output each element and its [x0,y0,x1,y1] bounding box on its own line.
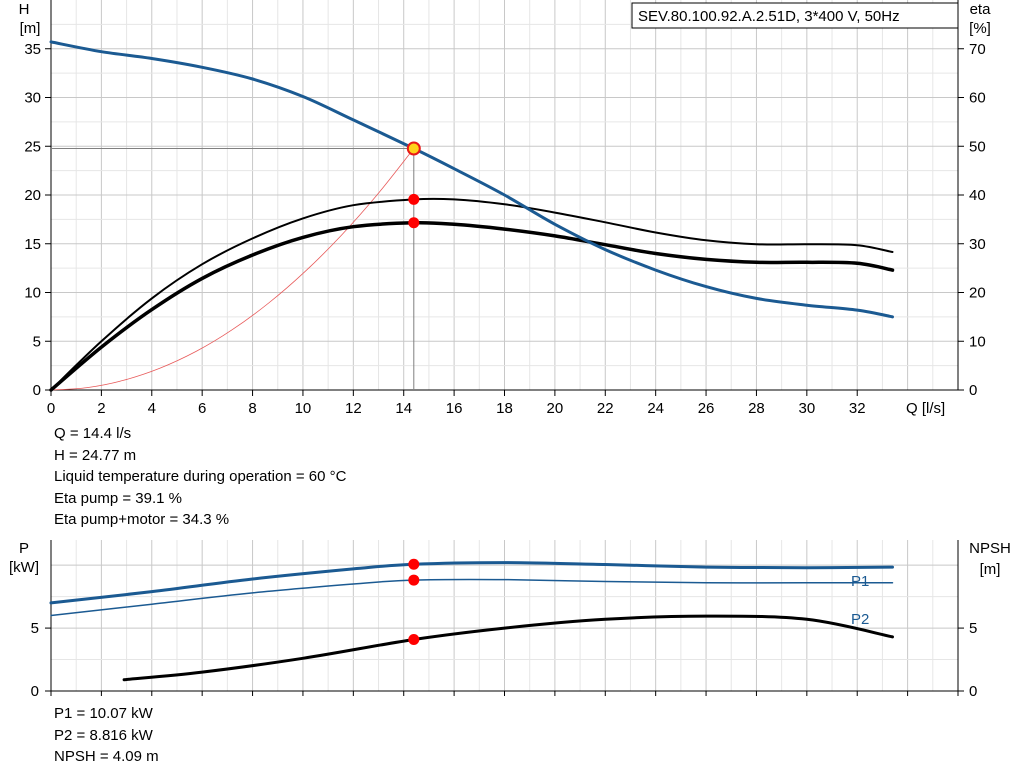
npsh-curve [122,614,894,682]
readout-npsh: NPSH = 4.09 m [54,748,159,765]
readout-q: Q = 14.4 l/s [54,425,132,442]
readout-p2: P2 = 8.816 kW [54,726,153,744]
x-tick-label: 14 [395,400,412,417]
h-tick-label: 5 [33,333,41,350]
eta-total-duty-marker [408,217,420,229]
p1-duty-marker [408,558,420,570]
top-readouts: Q = 14.4 l/s H = 24.77 m Liquid temperat… [54,423,346,531]
p-tick-label: 0 [31,683,39,700]
readout-eta-pump-motor: Eta pump+motor = 34.3 % [54,511,230,528]
bottom-chart-series [49,561,894,682]
eta-tick-label: 70 [969,41,986,58]
model-label-box [631,2,959,29]
eta-tick-label: 0 [969,382,977,399]
eta-axis-unit: [%] [969,20,991,37]
head-curve [49,40,894,319]
model-label: SEV.80.100.92.A.2.51D, 3*400 V, 50Hz [638,8,900,25]
h-tick-label: 30 [24,90,41,107]
h-tick-label: 20 [24,187,41,204]
x-tick-label: 26 [698,400,715,417]
p-axis-label: P [19,540,29,557]
npsh-axis-unit: [m] [980,561,1001,578]
eta-pump-duty-marker [408,193,420,205]
eta-tick-label: 10 [969,333,986,350]
h-tick-label: 35 [24,41,41,58]
npsh-tick-label: 5 [969,620,977,637]
bottom-chart-duty-marks [408,558,420,646]
x-tick-label: 12 [345,400,362,417]
x-tick-label: 22 [597,400,614,417]
readout-eta-pump: Eta pump = 39.1 % [54,489,182,507]
h-tick-label: 10 [24,285,41,302]
eta-tick-label: 20 [969,285,986,302]
readout-h: H = 24.77 m [54,446,137,464]
npsh-axis-label: NPSH [969,540,1011,557]
duty-point-marker [406,141,421,156]
eta-total-curve [49,220,895,392]
x-tick-label: 8 [248,400,256,417]
x-tick-label: 6 [198,400,206,417]
p1-curve [49,561,894,605]
eta-pump-curve [50,197,894,391]
x-tick-label: 30 [798,400,815,417]
h-tick-label: 15 [24,236,41,253]
top-chart-grid [50,0,959,390]
p1-series-label: P1 [851,573,869,590]
x-tick-label: 16 [446,400,463,417]
top-chart-tick-labels: 0 2 4 6 8 10 12 14 16 18 20 22 24 26 28 30 3205101520253… [24,41,985,417]
x-tick-label: 10 [295,400,312,417]
h-axis-unit: [m] [20,20,41,37]
top-chart-series [49,40,895,392]
eta-tick-label: 60 [969,90,986,107]
eta-tick-label: 50 [969,138,986,155]
x-tick-label: 32 [849,400,866,417]
system-curve [50,148,415,391]
x-tick-label: 2 [97,400,105,417]
x-tick-label: 0 [47,400,55,417]
eta-tick-label: 40 [969,187,986,204]
x-tick-label: 24 [647,400,664,417]
x-tick-label: 20 [547,400,564,417]
eta-tick-label: 30 [969,236,986,253]
p2-series-label: P2 [851,611,869,628]
h-tick-label: 0 [33,382,41,399]
top-chart-duty-marks [51,141,421,390]
h-axis-label: H [19,1,30,18]
x-tick-label: 18 [496,400,513,417]
eta-axis-label: eta [970,1,992,18]
readout-liquid-temperature: Liquid temperature during operation = 60… [54,468,347,485]
x-tick-label: 4 [148,400,156,417]
x-tick-label: 28 [748,400,765,417]
p-tick-label: 5 [31,620,39,637]
p2-duty-marker [408,574,420,586]
readout-p1: P1 = 10.07 kW [54,705,153,722]
bottom-chart-tick-labels: 0 5 0 5 [31,620,978,700]
h-tick-label: 25 [24,138,41,155]
p-axis-unit: [kW] [9,559,39,576]
npsh-duty-marker [408,634,420,646]
q-axis-label: Q [l/s] [906,400,945,417]
npsh-tick-label: 0 [969,683,977,700]
p2-curve [50,578,894,617]
bottom-readouts: P1 = 10.07 kW P2 = 8.816 kW NPSH = 4.09 … [54,703,159,768]
